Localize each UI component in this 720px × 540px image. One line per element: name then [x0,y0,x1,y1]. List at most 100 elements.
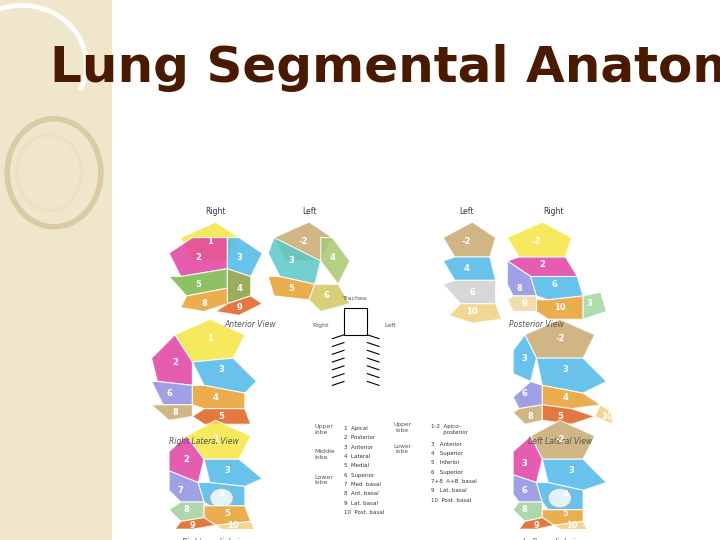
Text: 9: 9 [522,299,528,308]
Polygon shape [186,420,251,459]
Polygon shape [508,296,536,312]
Polygon shape [542,386,600,409]
Text: 6: 6 [469,287,475,296]
Text: 1  Apical: 1 Apical [344,426,368,431]
Text: 10: 10 [228,521,239,530]
Text: 10: 10 [566,521,577,530]
Text: 3   Anterior: 3 Anterior [431,442,462,447]
Text: 4: 4 [464,264,469,273]
Polygon shape [152,381,192,405]
Text: 7  Med. basal: 7 Med. basal [344,482,381,487]
Polygon shape [216,522,256,533]
Polygon shape [274,222,333,261]
Polygon shape [513,475,542,502]
Text: 5: 5 [289,284,294,293]
Polygon shape [513,436,542,483]
Text: lobe: lobe [315,455,328,460]
Polygon shape [169,269,228,296]
Text: 5: 5 [557,412,563,421]
Text: 3: 3 [522,354,528,363]
Text: 5  Medial: 5 Medial [344,463,369,468]
Text: 2  Posterior: 2 Posterior [344,435,375,441]
Polygon shape [519,517,554,529]
Text: 3: 3 [586,299,592,308]
Text: 8: 8 [516,284,522,293]
Polygon shape [536,483,583,510]
Text: 9  Lat. basal: 9 Lat. basal [344,501,378,505]
Text: 8: 8 [528,412,534,421]
Polygon shape [269,238,320,284]
Polygon shape [536,296,583,319]
Polygon shape [542,510,583,525]
Text: 4: 4 [563,490,569,499]
Text: 8  Ant. basal: 8 Ant. basal [344,491,379,496]
Polygon shape [513,335,536,381]
Polygon shape [181,222,239,261]
Text: 6: 6 [522,486,528,495]
Text: 5   Inferior: 5 Inferior [431,460,460,465]
Text: Upper: Upper [315,424,334,429]
Polygon shape [169,471,204,502]
Text: -2: -2 [555,435,564,444]
Polygon shape [554,522,589,533]
Polygon shape [320,238,350,284]
Polygon shape [513,405,542,424]
Polygon shape [309,284,350,312]
Polygon shape [542,405,595,424]
Text: 4: 4 [236,284,242,293]
Polygon shape [192,409,251,424]
Polygon shape [169,436,204,483]
Polygon shape [228,238,262,276]
Text: 10: 10 [554,303,566,312]
Polygon shape [444,257,495,280]
Text: -2: -2 [462,237,471,246]
Polygon shape [449,303,501,323]
Text: 10  Post. basal: 10 Post. basal [431,497,472,503]
Text: 6: 6 [551,280,557,289]
Text: 3: 3 [225,467,230,475]
Text: 3: 3 [563,365,569,374]
Text: 1: 1 [213,435,219,444]
Text: 3  Anterior: 3 Anterior [344,445,373,450]
Polygon shape [169,502,204,522]
Text: Lower: Lower [393,443,411,449]
Text: Right medial view: Right medial view [181,538,250,540]
Polygon shape [508,257,577,276]
Polygon shape [152,405,192,420]
Polygon shape [169,238,228,276]
Text: 3: 3 [289,256,294,266]
Text: Left Lateral View: Left Lateral View [528,437,592,445]
Text: Right: Right [544,207,564,217]
Ellipse shape [548,488,572,508]
Polygon shape [192,358,256,393]
Polygon shape [192,386,245,409]
Text: 5: 5 [225,509,230,518]
Text: 8: 8 [522,505,528,514]
Text: 4: 4 [219,490,225,499]
Polygon shape [513,381,542,409]
Text: Right Lateral View: Right Lateral View [169,437,239,445]
Polygon shape [228,269,251,303]
Polygon shape [583,292,606,319]
Text: 3: 3 [522,458,528,468]
Polygon shape [181,288,228,312]
Text: Left: Left [384,323,397,328]
Text: 1: 1 [207,237,213,246]
Polygon shape [508,222,572,257]
Text: 3: 3 [569,467,575,475]
Text: 6: 6 [166,389,172,397]
Text: 9: 9 [236,303,242,312]
Text: 8: 8 [184,505,189,514]
Polygon shape [542,459,606,490]
Text: Upper: Upper [393,422,411,427]
Text: Left medial view: Left medial view [523,538,585,540]
Text: lobe: lobe [315,430,328,435]
Text: 4: 4 [330,253,336,261]
Polygon shape [152,335,192,386]
Text: Middle: Middle [315,449,336,454]
Text: 2: 2 [539,260,545,269]
Polygon shape [175,319,245,362]
Text: 7: 7 [178,486,184,495]
Text: -2: -2 [532,237,541,246]
Text: 4   Superior: 4 Superior [431,451,464,456]
